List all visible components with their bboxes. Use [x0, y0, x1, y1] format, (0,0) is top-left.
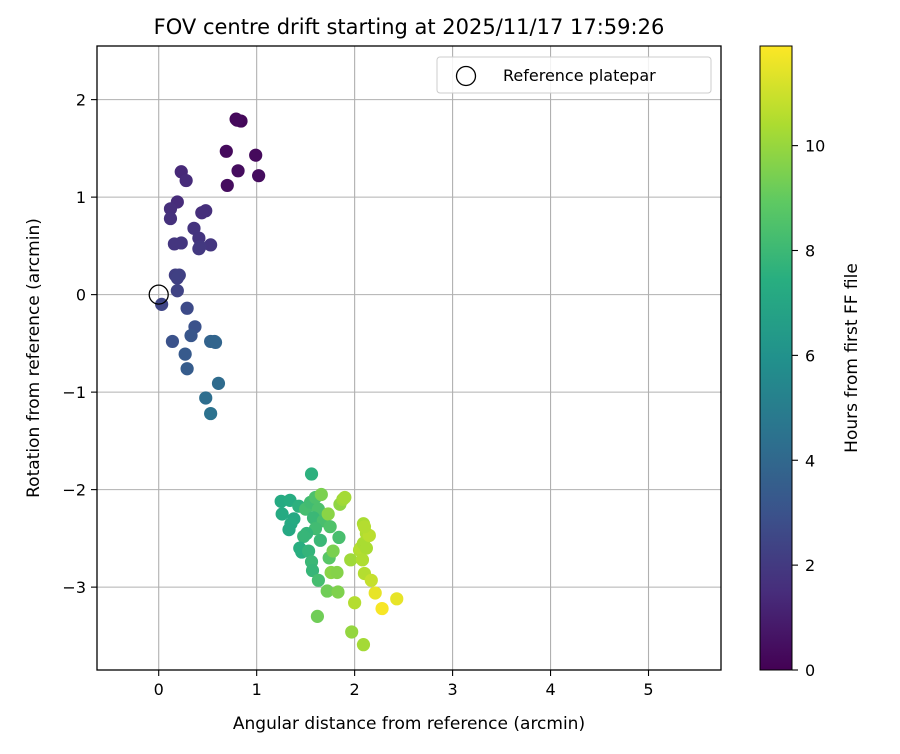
y-tick-label: 2	[76, 91, 86, 110]
x-tick-label: 0	[154, 680, 164, 699]
reference-platepar-marker	[148, 284, 169, 305]
data-point	[180, 301, 194, 315]
data-point	[331, 585, 345, 599]
colorbar-ticks: 0 2 4 6 8 10	[792, 137, 825, 680]
data-point	[338, 490, 352, 505]
reference-layer	[148, 284, 169, 305]
colorbar-tick-label: 4	[805, 451, 815, 470]
data-point	[357, 520, 372, 534]
x-axis-label: Angular distance from reference (arcmin)	[233, 714, 585, 734]
data-point	[301, 544, 316, 558]
colorbar-label: Hours from first FF file	[842, 263, 862, 453]
grid-lines	[97, 46, 721, 670]
data-point	[297, 529, 311, 544]
data-point	[321, 507, 335, 521]
data-point	[179, 173, 193, 188]
x-tick-label: 4	[545, 680, 555, 699]
data-point	[204, 238, 218, 252]
data-point	[310, 609, 325, 623]
y-tick-label: 0	[76, 286, 86, 305]
chart-title: FOV centre drift starting at 2025/11/17 …	[154, 15, 665, 39]
y-tick-label: −1	[62, 383, 86, 402]
data-point	[231, 164, 245, 178]
data-point	[375, 601, 389, 616]
data-point	[174, 236, 188, 250]
legend: Reference platepar	[436, 56, 712, 94]
y-tick-label: −3	[62, 578, 86, 597]
data-point	[320, 584, 334, 598]
data-point	[332, 530, 346, 545]
x-tick-label: 5	[643, 680, 653, 699]
data-point	[192, 242, 206, 256]
data-point	[163, 202, 178, 216]
data-point	[345, 625, 359, 639]
data-point	[368, 586, 382, 600]
data-point	[170, 284, 184, 298]
data-point	[184, 328, 198, 343]
y-axis-ticks: −3 −2 −1 0 1 2	[62, 91, 97, 597]
data-point	[326, 544, 340, 558]
data-point	[195, 206, 209, 220]
data-point	[208, 335, 223, 349]
data-point	[170, 271, 184, 285]
data-point	[163, 211, 178, 226]
data-point	[355, 553, 370, 567]
data-point	[180, 362, 194, 376]
data-point	[275, 507, 289, 521]
data-point	[313, 533, 327, 547]
data-point	[390, 592, 404, 606]
y-axis-label: Rotation from reference (arcmin)	[24, 218, 44, 498]
data-point	[220, 178, 234, 193]
data-point	[356, 638, 371, 652]
plot-frame	[96, 45, 722, 671]
data-point	[323, 520, 337, 534]
data-point	[282, 523, 296, 537]
data-point	[187, 221, 201, 235]
colorbar-tick-label: 8	[805, 242, 815, 261]
data-point	[314, 487, 328, 502]
x-tick-label: 2	[350, 680, 360, 699]
colorbar-tick-label: 10	[805, 137, 825, 156]
data-point	[199, 391, 213, 405]
colorbar-tick-label: 0	[805, 661, 815, 680]
data-point	[204, 406, 218, 421]
colorbar	[759, 45, 793, 671]
data-point	[252, 169, 266, 183]
data-point	[330, 565, 344, 580]
x-tick-label: 1	[252, 680, 262, 699]
data-point	[178, 347, 192, 361]
data-point	[344, 553, 358, 567]
data-point	[304, 467, 319, 481]
x-tick-label: 3	[447, 680, 457, 699]
data-point	[211, 376, 226, 390]
data-point	[305, 563, 320, 578]
data-point	[219, 144, 233, 158]
data-point	[165, 334, 180, 349]
x-axis-ticks: 0 1 2 3 4 5	[154, 670, 654, 699]
data-point	[364, 573, 378, 587]
colorbar-tick-label: 6	[805, 346, 815, 365]
data-point	[249, 148, 263, 162]
data-point	[348, 596, 362, 610]
colorbar-tick-label: 2	[805, 556, 815, 575]
y-tick-label: 1	[76, 188, 86, 207]
legend-label-reference-platepar: Reference platepar	[503, 66, 656, 85]
y-tick-label: −2	[62, 481, 86, 500]
data-points	[155, 112, 404, 652]
legend-box	[436, 56, 712, 94]
data-point	[230, 113, 244, 127]
legend-marker-open-circle	[455, 65, 477, 87]
data-point	[311, 573, 325, 587]
data-point	[359, 541, 373, 555]
